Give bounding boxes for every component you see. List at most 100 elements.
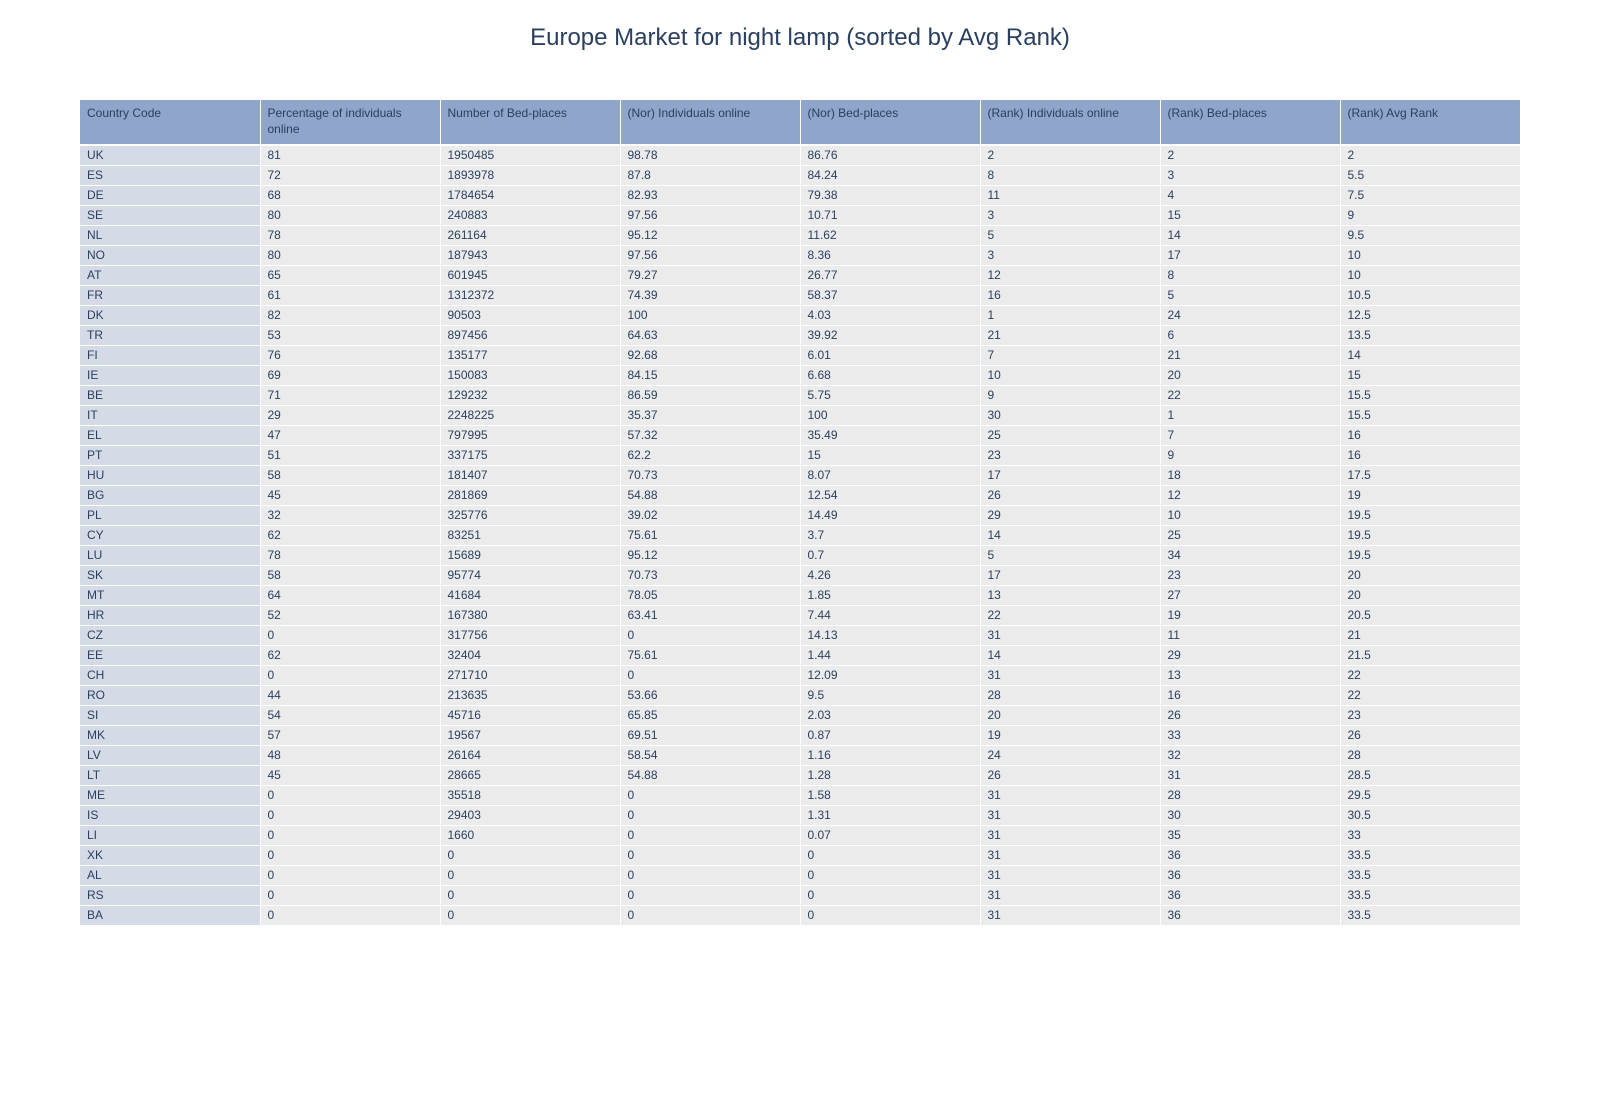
table-cell: 18 [1160, 465, 1341, 486]
table-cell: 9.5 [800, 685, 981, 706]
table-cell: 1 [980, 305, 1161, 326]
table-row: PL 32 325776 39.02 14.49 29 10 19.5 [80, 505, 1520, 526]
table-row: EL 47 797995 57.32 35.49 25 7 16 [80, 425, 1520, 446]
table-cell: 0 [260, 785, 441, 806]
table-row: MT 64 41684 78.05 1.85 13 27 20 [80, 585, 1520, 606]
table-cell: 14 [980, 645, 1161, 666]
table-cell: 35518 [440, 785, 621, 806]
table-cell: 30.5 [1340, 805, 1520, 826]
table-cell: 64.63 [620, 325, 801, 346]
table-cell: 36 [1160, 905, 1341, 926]
table-cell: 11 [980, 185, 1161, 206]
table-cell: 261164 [440, 225, 621, 246]
table-cell: 0 [260, 805, 441, 826]
table-cell: 26.77 [800, 265, 981, 286]
table-cell: 129232 [440, 385, 621, 406]
table-cell: 45 [260, 485, 441, 506]
table-cell: 80 [260, 245, 441, 266]
table-cell: 62 [260, 525, 441, 546]
table-row: SK 58 95774 70.73 4.26 17 23 20 [80, 565, 1520, 586]
table-cell: 20.5 [1340, 605, 1520, 626]
table-cell: 95.12 [620, 225, 801, 246]
table-cell: 48 [260, 745, 441, 766]
table-cell: 0 [800, 865, 981, 886]
table-cell: 0 [440, 865, 621, 886]
table-cell: 78.05 [620, 585, 801, 606]
table-cell: 29.5 [1340, 785, 1520, 806]
table-cell: 2 [980, 145, 1161, 166]
table-cell: 14 [980, 525, 1161, 546]
table-row: ES 72 1893978 87.8 84.24 8 3 5.5 [80, 165, 1520, 186]
table-cell: 797995 [440, 425, 621, 446]
table-cell: 35 [1160, 825, 1341, 846]
table-cell: 15.5 [1340, 405, 1520, 426]
table-cell: 2.03 [800, 705, 981, 726]
table-cell: 27 [1160, 585, 1341, 606]
table-cell: 1 [1160, 405, 1341, 426]
table-row: EE 62 32404 75.61 1.44 14 29 21.5 [80, 645, 1520, 666]
table-row: LI 0 1660 0 0.07 31 35 33 [80, 825, 1520, 846]
country-code-cell: PL [80, 505, 261, 526]
table-cell: 19 [980, 725, 1161, 746]
table-row: BA 0 0 0 0 31 36 33.5 [80, 905, 1520, 926]
table-cell: 7.44 [800, 605, 981, 626]
table-cell: 45 [260, 765, 441, 786]
table-cell: 3 [980, 205, 1161, 226]
table-cell: 16 [980, 285, 1161, 306]
table-cell: 36 [1160, 885, 1341, 906]
table-cell: 65 [260, 265, 441, 286]
table-cell: 21 [980, 325, 1161, 346]
table-cell: 10 [980, 365, 1161, 386]
table-cell: 6.01 [800, 345, 981, 366]
table-cell: 31 [980, 885, 1161, 906]
table-row: RO 44 213635 53.66 9.5 28 16 22 [80, 685, 1520, 706]
table-row: UK 81 1950485 98.78 86.76 2 2 2 [80, 145, 1520, 166]
table-cell: 14.13 [800, 625, 981, 646]
table-cell: 28.5 [1340, 765, 1520, 786]
table-cell: 1660 [440, 825, 621, 846]
column-header: (Rank) Individuals online [980, 100, 1161, 146]
table-row: AL 0 0 0 0 31 36 33.5 [80, 865, 1520, 886]
country-code-cell: IE [80, 365, 261, 386]
table-cell: 8.36 [800, 245, 981, 266]
table-cell: 0 [620, 865, 801, 886]
table-cell: 135177 [440, 345, 621, 366]
country-code-cell: UK [80, 145, 261, 166]
table-cell: 1312372 [440, 285, 621, 306]
table-cell: 82 [260, 305, 441, 326]
table-cell: 54 [260, 705, 441, 726]
table-cell: 19.5 [1340, 505, 1520, 526]
table-cell: 31 [980, 825, 1161, 846]
table-row: ME 0 35518 0 1.58 31 28 29.5 [80, 785, 1520, 806]
table-cell: 28 [980, 685, 1161, 706]
table-cell: 92.68 [620, 345, 801, 366]
table-row: HR 52 167380 63.41 7.44 22 19 20.5 [80, 605, 1520, 626]
table-row: TR 53 897456 64.63 39.92 21 6 13.5 [80, 325, 1520, 346]
table-cell: 98.78 [620, 145, 801, 166]
country-code-cell: FR [80, 285, 261, 306]
table-cell: 16 [1160, 685, 1341, 706]
table-row: BG 45 281869 54.88 12.54 26 12 19 [80, 485, 1520, 506]
table-row: DK 82 90503 100 4.03 1 24 12.5 [80, 305, 1520, 326]
country-code-cell: DK [80, 305, 261, 326]
table-cell: 21 [1340, 625, 1520, 646]
country-code-cell: EE [80, 645, 261, 666]
country-code-cell: SI [80, 705, 261, 726]
table-cell: 9 [1340, 205, 1520, 226]
table-row: CZ 0 317756 0 14.13 31 11 21 [80, 625, 1520, 646]
table-cell: 54.88 [620, 485, 801, 506]
table-cell: 53.66 [620, 685, 801, 706]
table-cell: 13.5 [1340, 325, 1520, 346]
table-cell: 47 [260, 425, 441, 446]
table-cell: 1.16 [800, 745, 981, 766]
table-cell: 8 [980, 165, 1161, 186]
country-code-cell: ME [80, 785, 261, 806]
table-cell: 75.61 [620, 645, 801, 666]
table-cell: 16 [1340, 425, 1520, 446]
table-cell: 601945 [440, 265, 621, 286]
country-code-cell: NL [80, 225, 261, 246]
table-cell: 2248225 [440, 405, 621, 426]
country-code-cell: HU [80, 465, 261, 486]
table-cell: 9 [1160, 445, 1341, 466]
table-cell: 0 [260, 665, 441, 686]
